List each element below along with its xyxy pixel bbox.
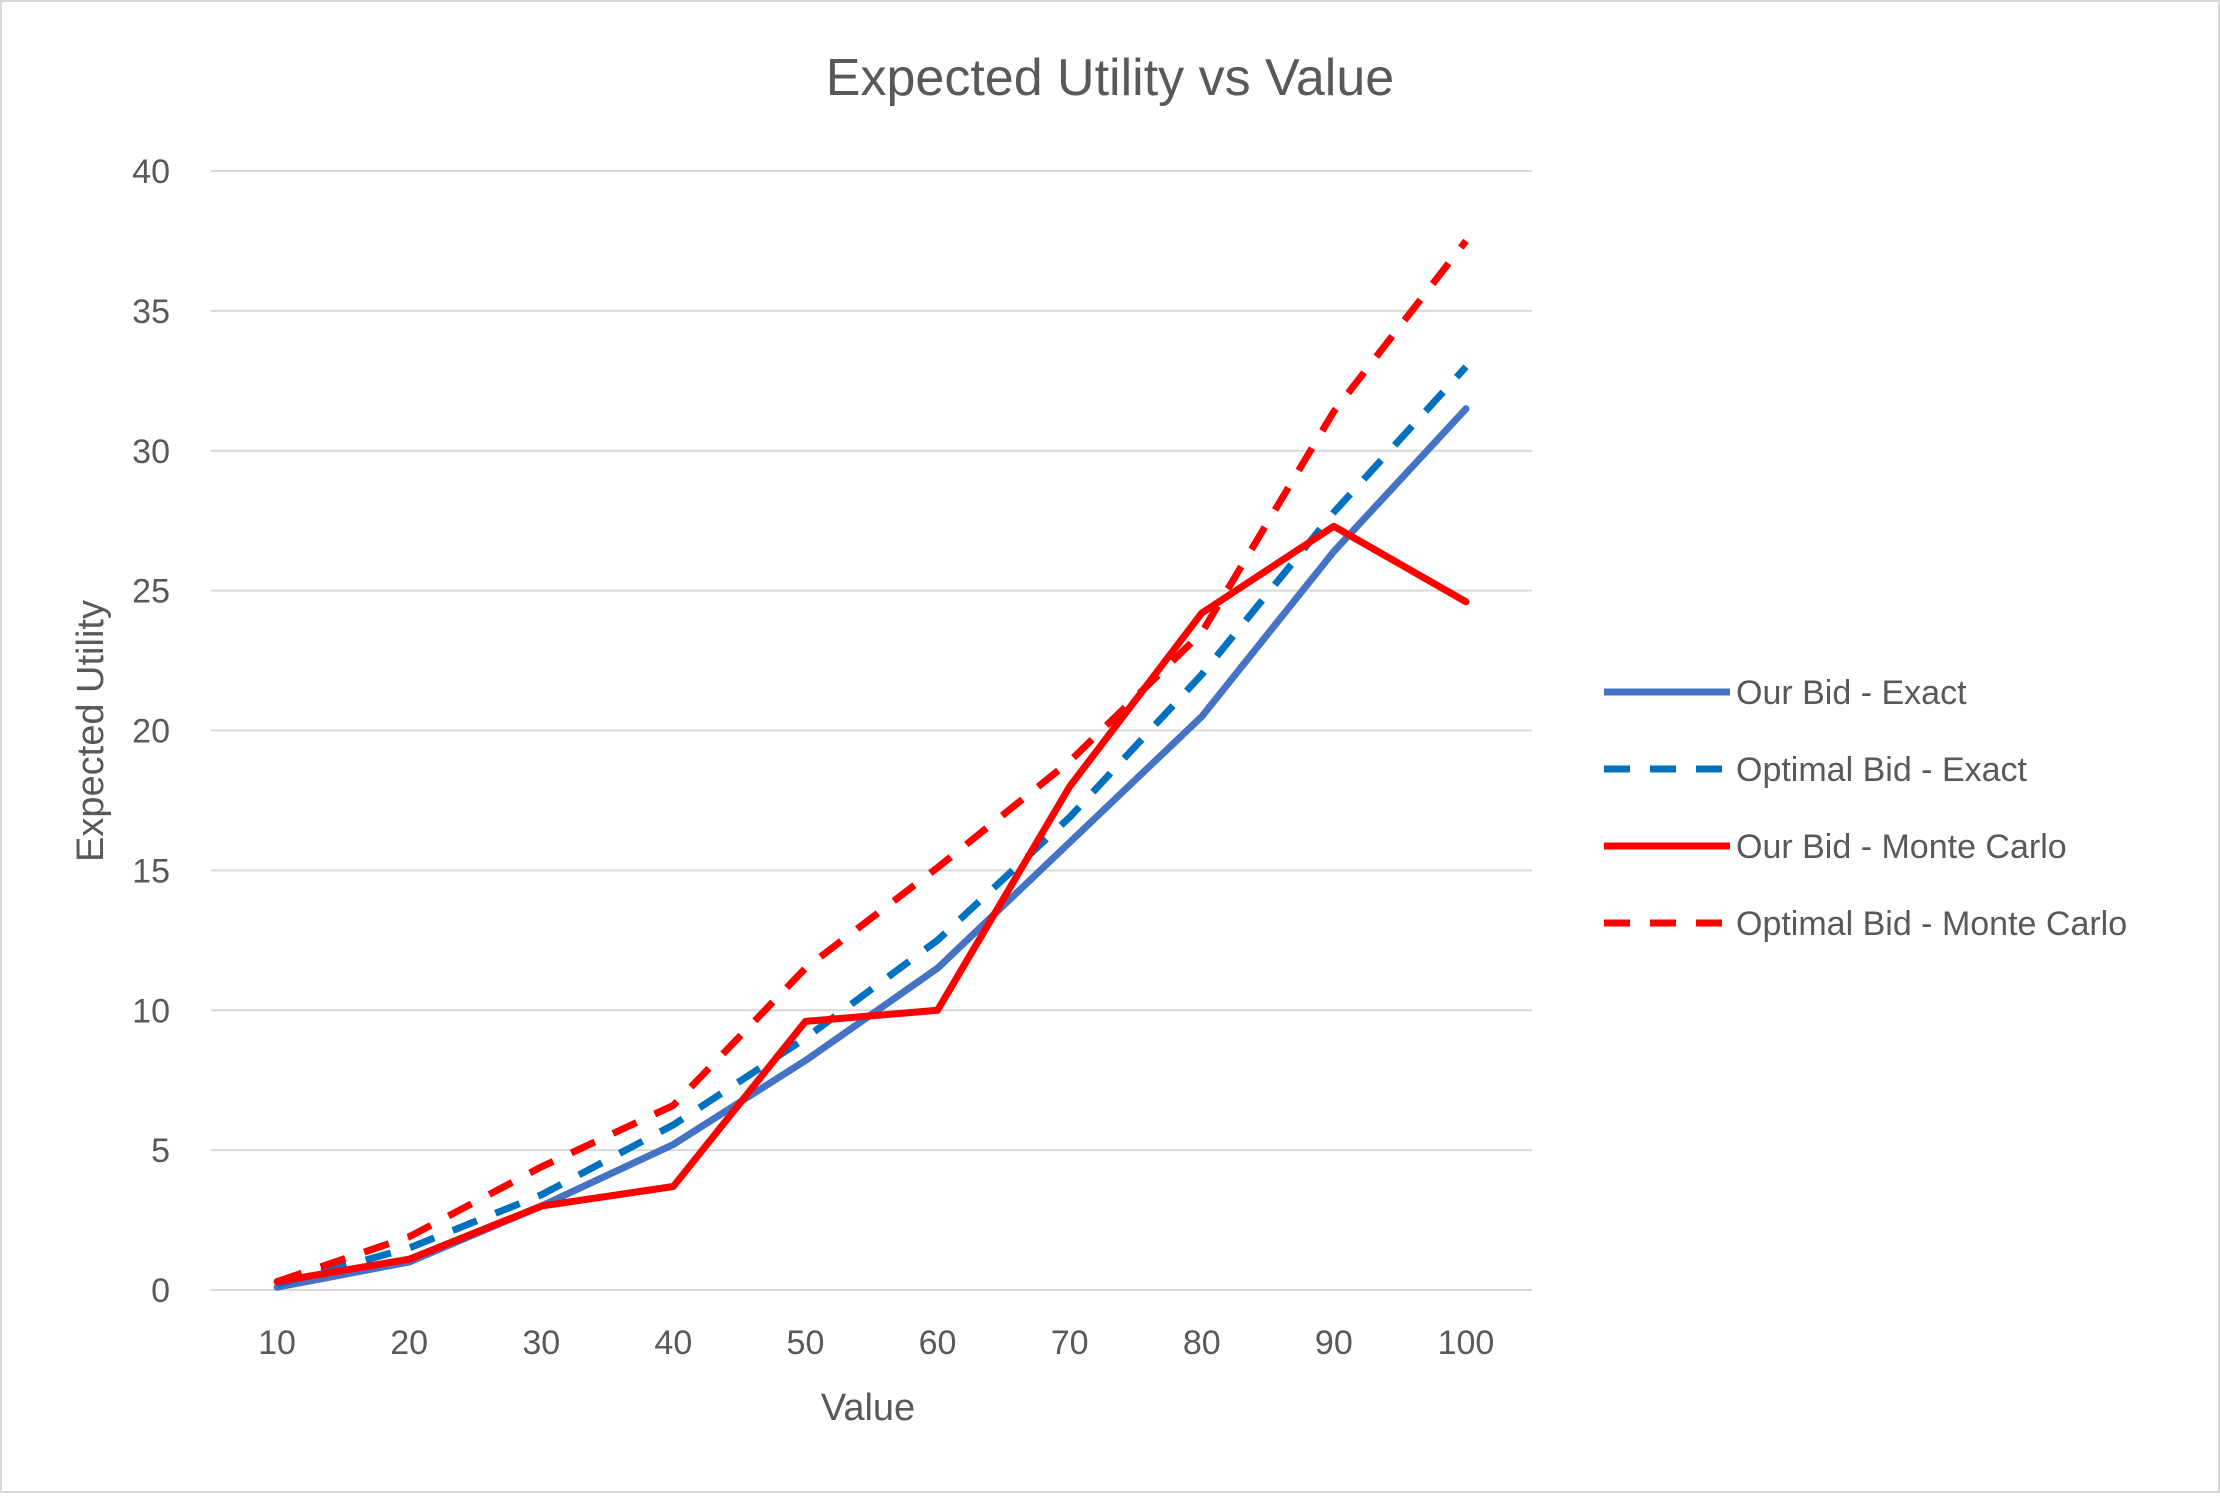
legend-item: Optimal Bid - Monte Carlo bbox=[1604, 905, 2127, 943]
x-tick-label: 70 bbox=[1051, 1324, 1089, 1362]
y-axis-title: Expected Utility bbox=[70, 600, 112, 862]
legend: Our Bid - Exact Optimal Bid - Exact Our Bi… bbox=[1604, 674, 2127, 943]
y-tick-label: 0 bbox=[151, 1272, 170, 1310]
y-tick-label: 5 bbox=[151, 1132, 170, 1170]
x-tick-label: 90 bbox=[1315, 1324, 1353, 1362]
legend-label: Our Bid - Exact bbox=[1736, 674, 1967, 712]
legend-label: Our Bid - Monte Carlo bbox=[1736, 828, 2067, 866]
y-axis-ticks: 0 5 10 15 20 25 30 35 40 bbox=[132, 153, 170, 1310]
y-tick-label: 20 bbox=[132, 713, 170, 751]
series-line-optimal-bid-monte-carlo bbox=[275, 238, 1469, 1285]
x-tick-label: 40 bbox=[654, 1324, 692, 1362]
series-line-our-bid-exact bbox=[273, 405, 1470, 1291]
x-tick-label: 20 bbox=[390, 1324, 428, 1362]
x-axis-title: Value bbox=[821, 1387, 915, 1429]
x-tick-label: 100 bbox=[1438, 1324, 1495, 1362]
x-axis-ticks: 10 20 30 40 50 60 70 80 90 100 bbox=[258, 1324, 1494, 1362]
x-tick-label: 10 bbox=[258, 1324, 296, 1362]
legend-label: Optimal Bid - Monte Carlo bbox=[1736, 905, 2127, 943]
y-tick-label: 30 bbox=[132, 433, 170, 471]
legend-item: Our Bid - Exact bbox=[1604, 674, 1967, 712]
series-line-optimal-bid-exact bbox=[276, 364, 1469, 1288]
y-tick-label: 35 bbox=[132, 293, 170, 331]
chart-title: Expected Utility vs Value bbox=[826, 49, 1394, 107]
x-tick-label: 50 bbox=[787, 1324, 825, 1362]
x-tick-label: 60 bbox=[919, 1324, 957, 1362]
x-tick-label: 80 bbox=[1183, 1324, 1221, 1362]
legend-label: Optimal Bid - Exact bbox=[1736, 751, 2028, 789]
series-lines bbox=[273, 238, 1470, 1291]
y-tick-label: 40 bbox=[132, 153, 170, 191]
y-tick-label: 25 bbox=[132, 573, 170, 611]
series-line-our-bid-monte-carlo bbox=[273, 522, 1470, 1286]
y-tick-label: 15 bbox=[132, 852, 170, 890]
gridlines bbox=[211, 170, 1532, 1291]
x-tick-label: 30 bbox=[522, 1324, 560, 1362]
legend-item: Optimal Bid - Exact bbox=[1604, 751, 2028, 789]
legend-item: Our Bid - Monte Carlo bbox=[1604, 828, 2067, 866]
y-tick-label: 10 bbox=[132, 992, 170, 1030]
